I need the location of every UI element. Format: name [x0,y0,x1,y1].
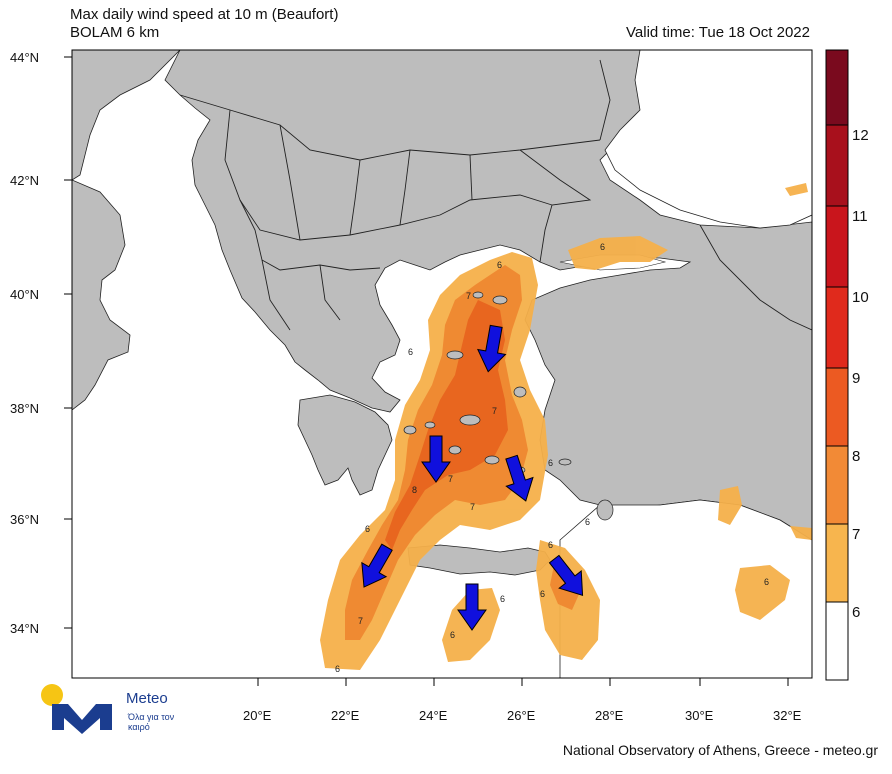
lon-label: 26°E [507,708,536,723]
lat-label: 38°N [10,401,39,416]
model-label: BOLAM 6 km [70,24,160,41]
colorbar: 12 11 10 9 8 7 6 [825,49,869,681]
contour-label: 8 [412,485,417,495]
contour-label: 7 [448,474,453,484]
lat-label: 40°N [10,287,39,302]
land-italy-heel [72,179,131,411]
contour-label: 6 [548,540,553,550]
lon-label: 20°E [243,708,272,723]
contour-label: 6 [497,260,502,270]
contour-label: 6 [600,242,605,252]
map-title: Max daily wind speed at 10 m (Beaufort) [70,6,339,23]
contour-label: 6 [585,517,590,527]
longitude-axis: 20°E 22°E 24°E 26°E 28°E 30°E 32°E [243,678,802,723]
m-logo-icon [52,704,112,734]
colorbar-label: 6 [852,604,860,621]
sun-icon [41,684,63,706]
wind-arrows [361,324,584,631]
contour-label: 6 [764,577,769,587]
lon-label: 32°E [773,708,802,723]
contour-label: 7 [492,406,497,416]
lat-label: 42°N [10,173,39,188]
contour-label: 6 [548,458,553,468]
black-sea [604,50,812,229]
colorbar-label: 7 [852,526,860,543]
wind-arrow-icon [421,435,451,483]
lon-label: 24°E [419,708,448,723]
contour-label: 6 [335,664,340,674]
land-balkans [164,50,812,541]
logo-name: Meteo [126,690,168,707]
lon-label: 30°E [685,708,714,723]
colorbar-label: 9 [852,370,860,387]
contour-label: 6 [365,524,370,534]
contour-label: 7 [466,291,471,301]
land-peloponnese [297,394,393,496]
footer-credit: National Observatory of Athens, Greece -… [562,742,878,758]
contour-label: 7 [470,502,475,512]
colorbar-label: 12 [852,127,869,144]
latitude-axis: 44°N 42°N 40°N 38°N 36°N 34°N [10,50,72,636]
lat-label: 36°N [10,512,39,527]
wind-arrow-icon [505,454,534,502]
map-frame [71,49,813,679]
country-borders [179,59,812,331]
contour-label: 6 [500,594,505,604]
land-italy [72,50,181,181]
contour-label: 6 [408,347,413,357]
colorbar-label: 11 [852,208,868,225]
lat-label: 34°N [10,621,39,636]
colorbar-label: 8 [852,448,860,465]
valid-time: Valid time: Tue 18 Oct 2022 [626,24,810,41]
wind-arrow-icon [457,583,487,631]
wind-arrow-icon [548,554,584,597]
beaufort-8-area [385,300,508,550]
logo-tagline: Όλα για τον καιρό [128,712,175,732]
colorbar-label: 10 [852,289,869,306]
lon-label: 22°E [331,708,360,723]
meteo-logo: Meteo Όλα για τον καιρό [38,682,208,742]
lon-label: 28°E [595,708,624,723]
contour-label: 6 [450,630,455,640]
wind-arrow-icon [361,543,393,588]
lat-label: 44°N [10,50,39,65]
wind-arrow-icon [477,324,507,373]
contour-label: 7 [358,616,363,626]
meteo-logo-mark [41,684,112,734]
contour-label: 6 [540,589,545,599]
